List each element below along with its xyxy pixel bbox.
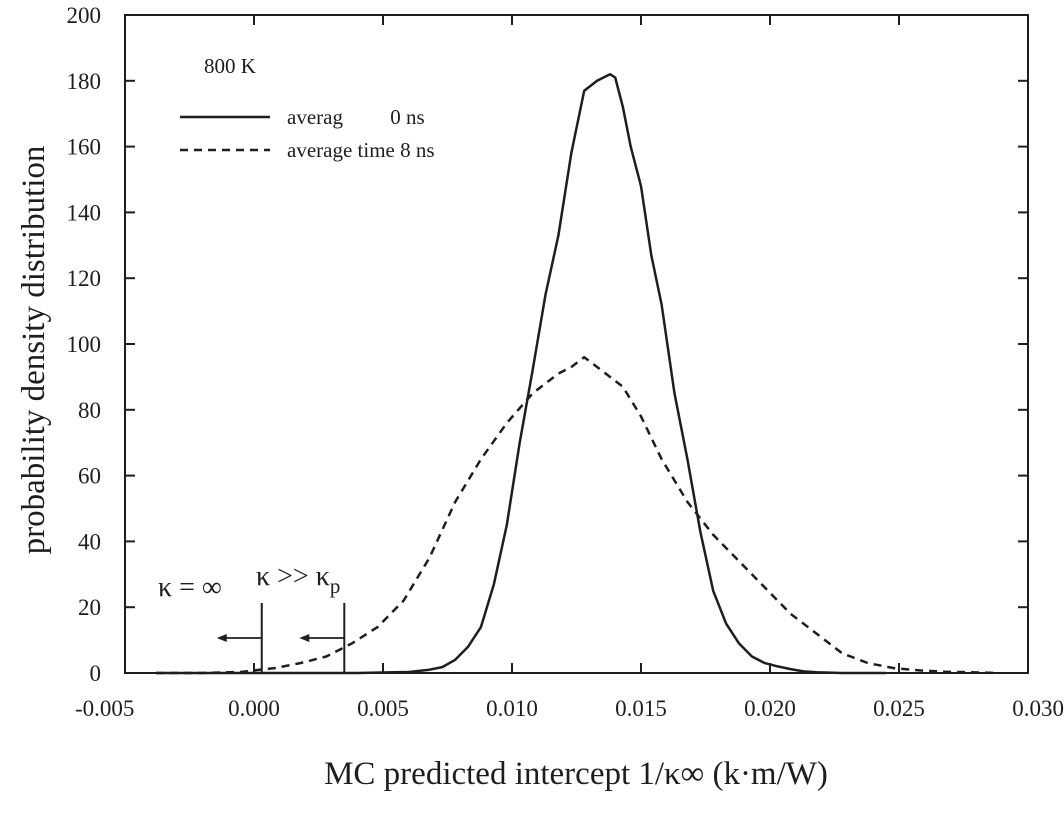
plot-frame: [124, 14, 1029, 674]
annotation-label: κ = ∞: [158, 572, 222, 603]
y-tick-label: 200: [67, 3, 102, 28]
y-tick-label: 140: [67, 200, 102, 225]
y-tick-label: 0: [90, 661, 102, 686]
legend-title: 800 K: [204, 54, 256, 78]
legend: 800 K averag 0 ns average time 8 ns: [180, 54, 435, 162]
legend-label-solid: averag 0 ns: [287, 105, 425, 129]
x-tick-label: 0.025: [873, 696, 925, 721]
legend-label-dashed: average time 8 ns: [287, 138, 435, 162]
x-tick-label: -0.005: [75, 696, 134, 721]
series-line-8ns: [156, 355, 998, 675]
y-tick-label: 100: [67, 332, 102, 357]
series-layer: [156, 72, 998, 675]
x-tick-label: 0.015: [615, 696, 667, 721]
x-tick-label: 0.030: [1012, 696, 1064, 721]
series-line-0ns: [156, 72, 887, 675]
x-tick-label: 0.020: [744, 696, 796, 721]
x-axis-ticks: -0.005 0.000 0.005 0.010 0.015 0.020 0.025 0.03…: [75, 15, 1064, 721]
x-tick-label: 0.005: [357, 696, 409, 721]
x-axis-label: MC predicted intercept 1/κ∞ (k·m/W): [324, 756, 828, 792]
y-tick-label: 160: [67, 135, 102, 160]
annotation-subscript: p: [330, 574, 341, 598]
y-axis-ticks: 0 20 40 60 80 100 120 140 160 180 200: [67, 3, 1028, 686]
x-tick-label: 0.010: [486, 696, 538, 721]
y-tick-label: 40: [78, 529, 101, 554]
annotation-arrow-head: [216, 634, 227, 642]
y-tick-label: 80: [78, 398, 101, 423]
annotation-arrow-head: [299, 634, 310, 642]
annotations-layer: κ = ∞ κ >> κp: [158, 561, 346, 673]
annotation-label: κ >> κp: [256, 561, 340, 598]
x-tick-label: 0.000: [228, 696, 280, 721]
y-tick-label: 60: [78, 464, 101, 489]
y-tick-label: 20: [78, 595, 101, 620]
y-axis-label: probability density distribution: [16, 146, 52, 555]
y-tick-label: 120: [67, 266, 102, 291]
y-tick-label: 180: [67, 69, 102, 94]
